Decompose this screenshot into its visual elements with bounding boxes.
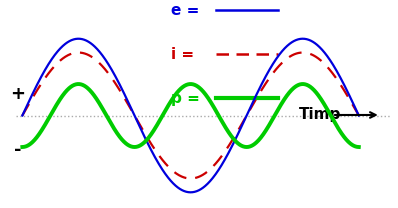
Text: +: + bbox=[11, 85, 25, 103]
Text: Timp: Timp bbox=[298, 108, 341, 123]
Text: p =: p = bbox=[171, 90, 200, 105]
Text: i =: i = bbox=[171, 47, 194, 62]
Text: -: - bbox=[14, 141, 22, 159]
Text: e =: e = bbox=[171, 3, 199, 18]
